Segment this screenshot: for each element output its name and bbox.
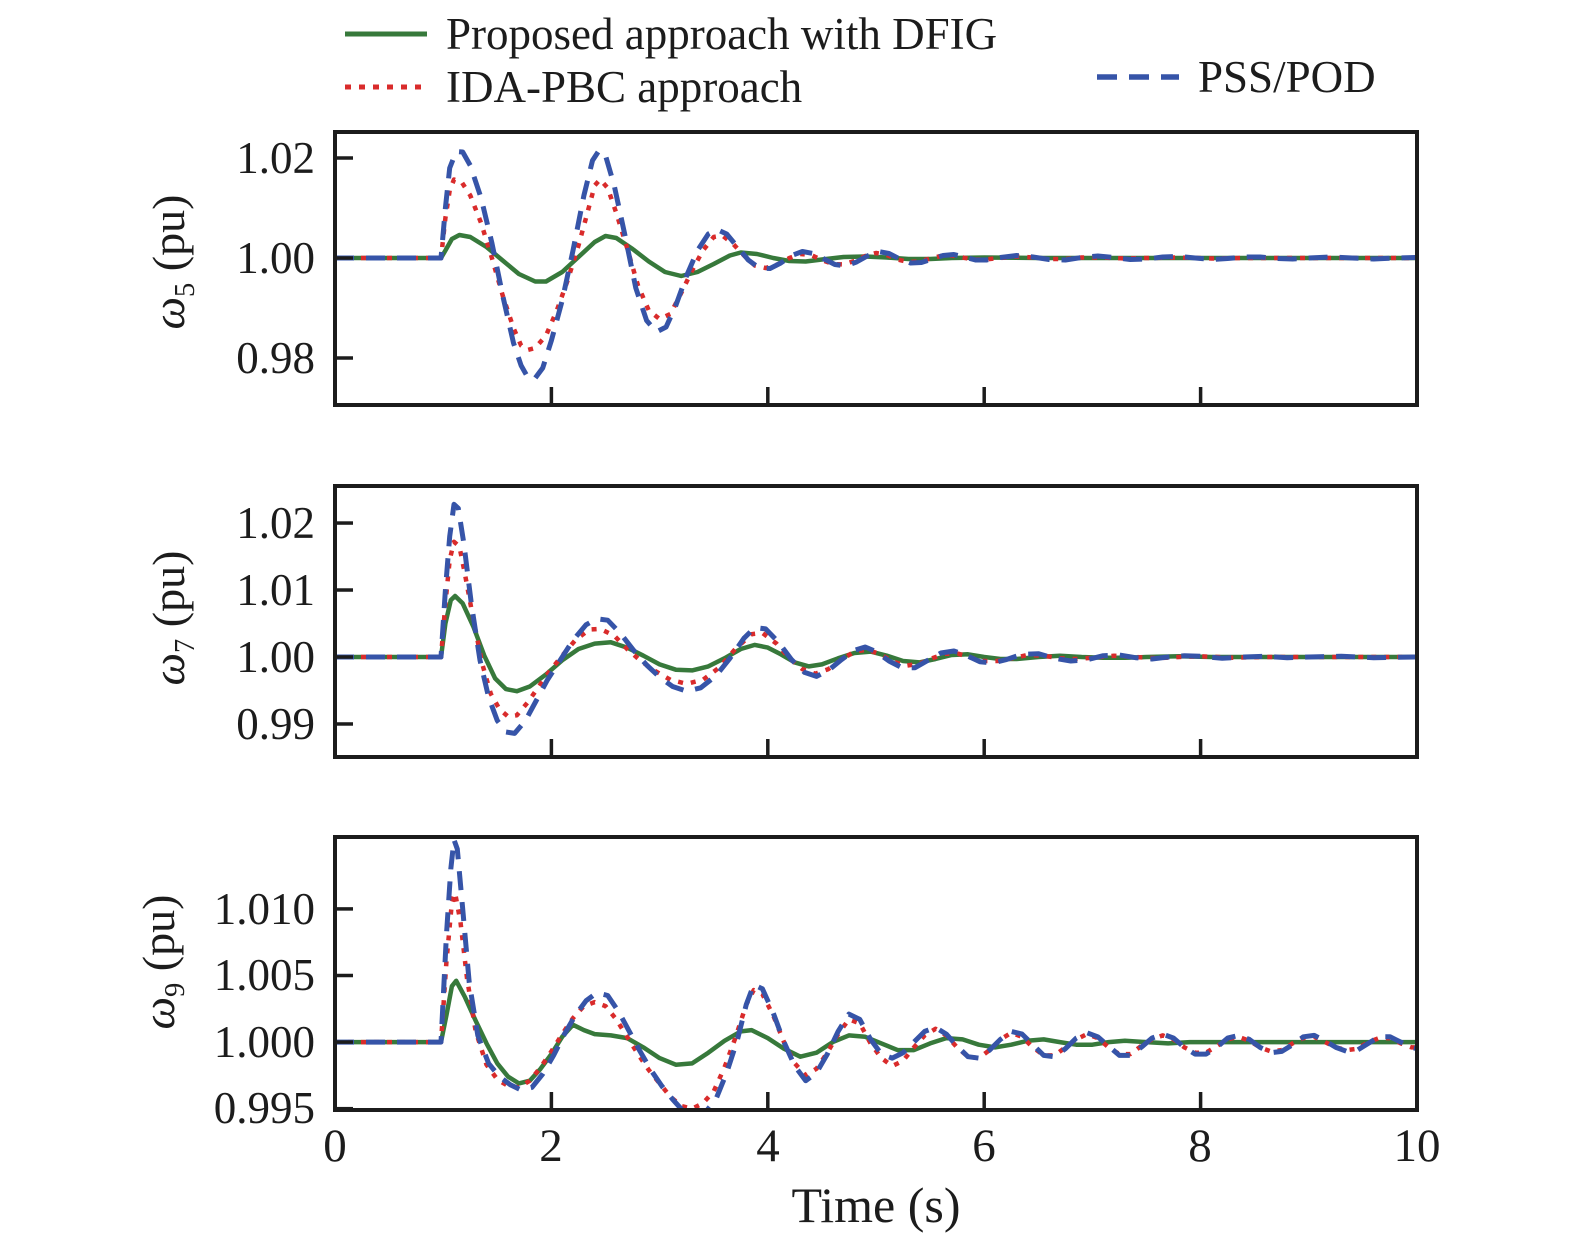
legend-label: IDA-PBC approach: [446, 62, 803, 112]
y-tick-label: 1.005: [213, 950, 315, 1000]
subplot-omega7: [333, 484, 1419, 759]
legend-entry-pss-pod: PSS/POD: [1096, 51, 1376, 103]
x-axis-label: Time (s): [791, 1177, 961, 1233]
x-tick-label: 4: [756, 1120, 780, 1172]
y-tick-label: 1.00: [236, 632, 315, 682]
legend-line-dashed-icon: [1097, 74, 1179, 80]
y-tick-label: 1.02: [236, 133, 315, 183]
y-tick-label: 1.01: [236, 565, 315, 615]
legend-entry-proposed: Proposed approach with DFIG: [344, 8, 997, 60]
subplot-omega5: [333, 130, 1419, 407]
y-tick-label: 0.99: [236, 699, 315, 749]
y-tick-label: 0.995: [213, 1083, 315, 1133]
x-tick-label: 10: [1393, 1120, 1441, 1172]
y-tick-label: 1.00: [236, 233, 315, 283]
x-tick-label: 6: [972, 1120, 996, 1172]
y-tick-label: 1.02: [236, 498, 315, 548]
legend-label: PSS/POD: [1198, 52, 1376, 102]
x-tick-label: 2: [539, 1120, 563, 1172]
y-tick-label: 1.010: [213, 884, 315, 934]
legend-entry-ida-pbc: IDA-PBC approach: [344, 61, 802, 113]
y-tick-label: 0.98: [236, 333, 315, 383]
legend-label: Proposed approach with DFIG: [446, 9, 998, 59]
y-tick-label: 1.000: [213, 1017, 315, 1067]
x-tick-label: 8: [1188, 1120, 1212, 1172]
subplot-omega9: [333, 835, 1419, 1112]
x-tick-label: 0: [323, 1120, 347, 1172]
legend-line-dotted-icon: [345, 84, 427, 90]
legend-line-solid-icon: [345, 31, 427, 37]
